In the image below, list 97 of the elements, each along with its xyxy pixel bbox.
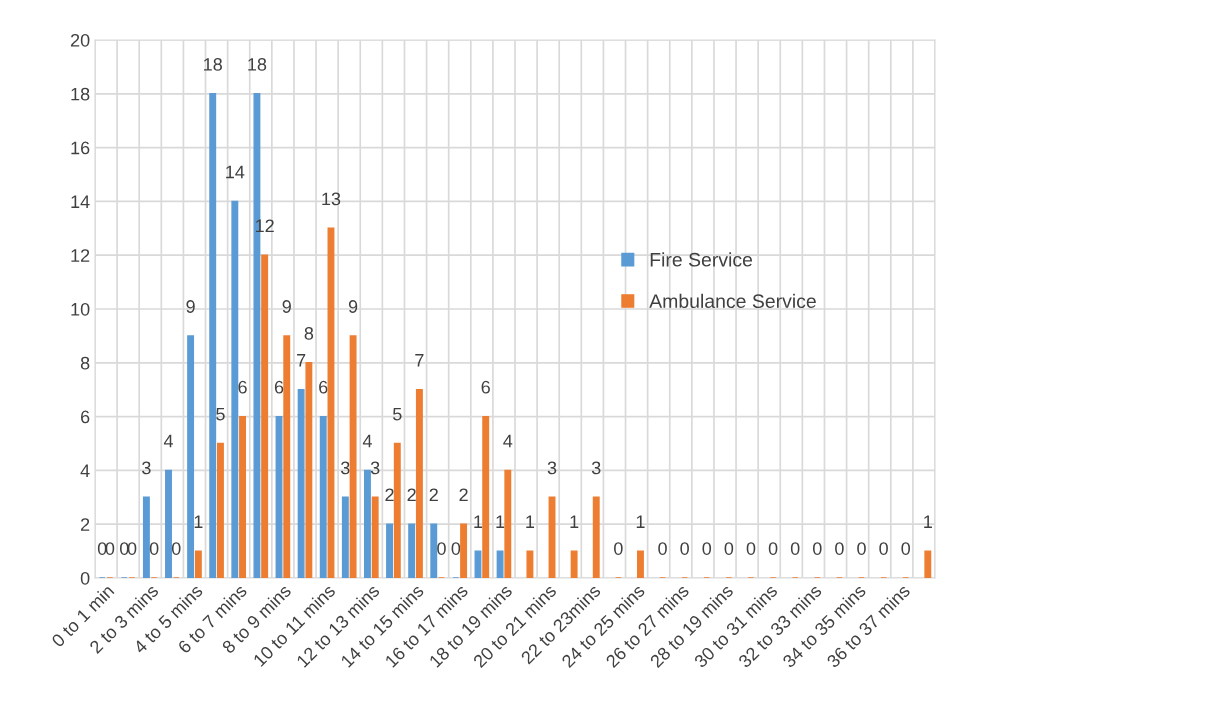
- y-tick-label: 0: [80, 571, 90, 585]
- bar: [319, 415, 327, 578]
- legend-label: Ambulance Service: [649, 293, 816, 309]
- legend-label: Fire Service: [650, 252, 753, 267]
- bar: [261, 254, 269, 578]
- bar: [239, 415, 247, 578]
- data-label: 3: [341, 461, 350, 475]
- data-label: 0: [437, 542, 446, 555]
- data-label: 0: [901, 542, 911, 555]
- data-label: 2: [459, 488, 468, 502]
- data-label: 1: [194, 515, 203, 528]
- bar: [408, 523, 416, 578]
- data-label: 1: [636, 515, 645, 528]
- bar: [305, 362, 313, 578]
- data-label: 18: [248, 58, 267, 71]
- data-label: 2: [385, 488, 394, 502]
- data-label: 5: [216, 407, 225, 421]
- bar: [341, 496, 349, 578]
- bar: [386, 523, 394, 578]
- data-label: 0: [835, 542, 844, 555]
- data-label: 0: [680, 542, 689, 555]
- data-label: 18: [204, 58, 222, 71]
- data-label: 3: [547, 461, 557, 475]
- data-label: 0: [119, 542, 129, 555]
- data-label: 0: [746, 542, 756, 555]
- bar: [415, 389, 423, 578]
- y-tick-label: 6: [81, 410, 90, 424]
- y-tick-label: 10: [71, 302, 90, 316]
- data-label: 13: [322, 192, 341, 206]
- y-tick-label: 2: [81, 518, 90, 531]
- data-label: 0: [97, 542, 107, 555]
- data-label: 6: [238, 380, 247, 394]
- y-tick-label: 4: [80, 464, 90, 477]
- bar: [393, 442, 401, 578]
- bar: [526, 550, 534, 578]
- data-label: 4: [503, 434, 513, 448]
- y-tick-label: 20: [70, 33, 90, 47]
- data-label: 0: [658, 542, 667, 555]
- data-label: 9: [282, 300, 291, 313]
- bar: [349, 335, 357, 578]
- data-label: 1: [474, 515, 483, 528]
- data-label: 0: [702, 542, 712, 555]
- data-label: 4: [163, 434, 173, 448]
- bar: [592, 496, 600, 578]
- data-label: 8: [304, 327, 314, 340]
- data-label: 2: [429, 488, 438, 502]
- bar: [636, 550, 644, 578]
- bar: [297, 389, 305, 578]
- data-label: 0: [724, 542, 734, 555]
- data-label: 0: [451, 542, 461, 555]
- data-label: 1: [526, 515, 535, 528]
- bar: [504, 469, 512, 578]
- bar: [194, 550, 202, 578]
- bar: [363, 469, 371, 578]
- data-label: 0: [105, 542, 115, 555]
- bar: [460, 523, 468, 578]
- data-label: 1: [924, 515, 932, 528]
- data-label: 7: [297, 354, 306, 367]
- data-label: 5: [392, 407, 402, 421]
- data-label: 0: [790, 542, 800, 555]
- bar: [209, 93, 217, 578]
- data-label: 0: [768, 542, 778, 555]
- bar: [231, 200, 239, 578]
- bar: [482, 415, 490, 578]
- data-label: 6: [319, 380, 328, 394]
- data-label: 14: [226, 165, 245, 179]
- data-label: 7: [415, 354, 424, 367]
- bar: [924, 550, 932, 578]
- y-tick-label: 8: [80, 356, 90, 370]
- y-tick-label: 18: [71, 87, 90, 101]
- bar: [142, 496, 150, 578]
- bar: [496, 550, 504, 578]
- data-label: 0: [127, 542, 137, 555]
- data-label: 0: [857, 542, 866, 555]
- data-label: 3: [370, 461, 380, 475]
- bar: [430, 523, 438, 578]
- data-label: 9: [186, 300, 195, 313]
- data-label: 1: [570, 515, 579, 528]
- data-label: 0: [171, 542, 181, 555]
- bar: [216, 442, 224, 578]
- data-label: 0: [812, 542, 822, 555]
- data-label: 9: [348, 300, 358, 313]
- bar: [165, 469, 172, 578]
- y-tick-label: 16: [71, 141, 90, 155]
- bar: [187, 335, 195, 578]
- bar: [570, 550, 578, 578]
- bar: [283, 335, 291, 578]
- data-label: 0: [879, 542, 888, 555]
- data-label: 3: [591, 461, 601, 475]
- y-tick-label: 14: [71, 195, 90, 208]
- data-label: 2: [407, 488, 416, 502]
- data-label: 3: [142, 461, 151, 475]
- y-tick-label: 12: [71, 249, 90, 262]
- data-label: 6: [481, 380, 490, 394]
- bar: [371, 496, 379, 578]
- data-label: 4: [362, 434, 372, 448]
- data-label: 0: [614, 542, 623, 555]
